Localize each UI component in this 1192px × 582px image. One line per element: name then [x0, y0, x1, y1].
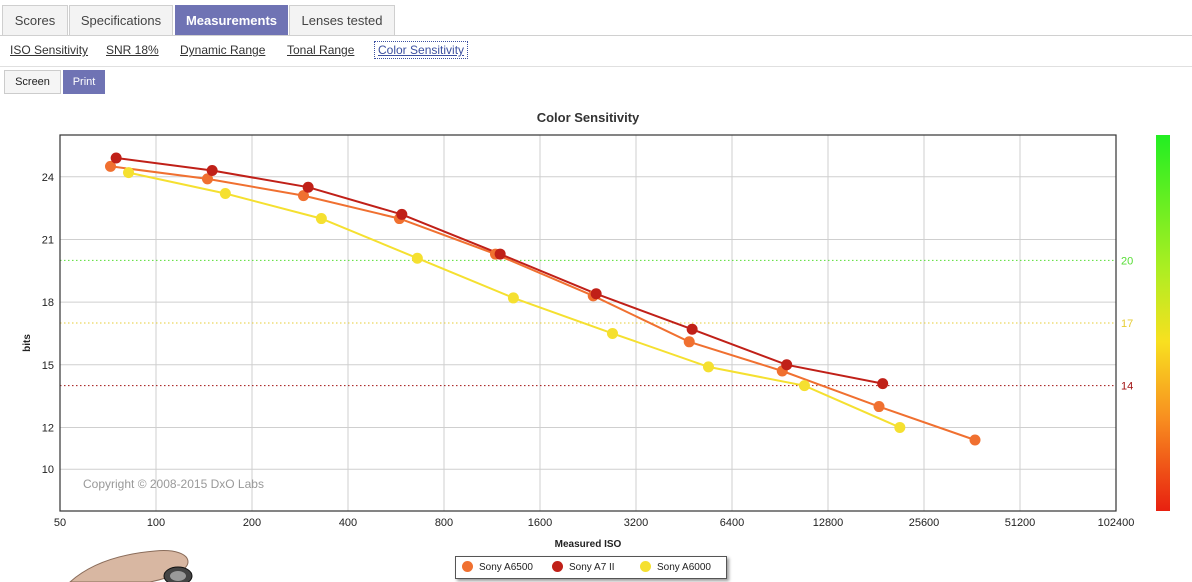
x-tick-label: 3200 — [624, 517, 648, 529]
data-point[interactable] — [969, 434, 981, 446]
x-tick-label: 25600 — [909, 517, 940, 529]
tab-measurements[interactable]: Measurements — [175, 5, 288, 35]
measurement-subnav: ISO Sensitivity SNR 18% Dynamic Range To… — [0, 36, 1192, 67]
x-tick-label: 800 — [435, 517, 453, 529]
y-tick-label: 18 — [42, 297, 54, 309]
tab-lenses-tested[interactable]: Lenses tested — [289, 5, 395, 35]
data-point[interactable] — [297, 190, 309, 202]
plot-frame — [59, 134, 1117, 512]
data-point[interactable] — [781, 359, 793, 371]
data-point[interactable] — [894, 421, 906, 433]
data-point[interactable] — [302, 181, 314, 193]
legend-item-sony-a6000[interactable]: Sony A6000 — [640, 557, 711, 578]
legend-item-sony-a6500[interactable]: Sony A6500 — [462, 557, 533, 578]
series-line — [110, 165, 976, 441]
x-axis-label: Measured ISO — [555, 539, 622, 550]
data-point[interactable] — [494, 248, 506, 260]
data-point[interactable] — [315, 213, 327, 225]
link-tonal-range[interactable]: Tonal Range — [287, 43, 355, 57]
chart-title: Color Sensitivity — [537, 110, 640, 125]
chart-legend: Sony A6500 Sony A7 II Sony A6000 — [455, 556, 727, 579]
main-tabs: Scores Specifications Measurements Lense… — [0, 0, 1192, 36]
data-point[interactable] — [702, 361, 714, 373]
reference-line-label: 14 — [1121, 381, 1133, 393]
colorbar — [1156, 135, 1170, 511]
x-tick-label: 51200 — [1005, 517, 1036, 529]
y-axis-label: bits — [22, 334, 33, 352]
x-tick-label: 6400 — [720, 517, 744, 529]
copyright-text: Copyright © 2008-2015 DxO Labs — [83, 477, 264, 491]
data-point[interactable] — [105, 160, 117, 172]
camera-hand-image — [60, 548, 200, 582]
reference-lines: 20 17 14 — [60, 255, 1133, 393]
y-tick-label: 15 — [42, 360, 54, 372]
legend-label: Sony A6500 — [479, 562, 533, 573]
data-point[interactable] — [123, 167, 135, 179]
x-tick-label: 100 — [147, 517, 165, 529]
data-point[interactable] — [873, 401, 885, 413]
x-tick-label: 400 — [339, 517, 357, 529]
link-iso-sensitivity[interactable]: ISO Sensitivity — [10, 43, 89, 57]
y-tick-label: 10 — [42, 464, 54, 476]
legend-marker — [552, 560, 563, 572]
legend-label: Sony A6000 — [657, 562, 711, 573]
data-point[interactable] — [201, 173, 213, 185]
y-tick-label: 21 — [42, 234, 54, 246]
legend-item-sony-a7-ii[interactable]: Sony A7 II — [552, 557, 615, 578]
data-point[interactable] — [206, 165, 218, 177]
y-tick-label: 24 — [42, 172, 54, 184]
data-point[interactable] — [411, 252, 423, 264]
y-tick-label: 12 — [42, 422, 54, 434]
tab-scores[interactable]: Scores — [2, 5, 68, 35]
link-color-sensitivity[interactable]: Color Sensitivity — [374, 41, 469, 59]
x-axis-ticks: 50 100 200 400 800 1600 3200 6400 12800 25600 5120… — [54, 517, 1134, 529]
data-point[interactable] — [219, 187, 231, 199]
print-mode-button[interactable]: Print — [63, 70, 105, 94]
data-point[interactable] — [590, 288, 602, 300]
y-axis-ticks: 10 12 15 18 21 24 — [42, 172, 54, 476]
reference-line-label: 20 — [1121, 255, 1133, 267]
display-mode-bar: Screen Print — [0, 67, 1192, 95]
data-point[interactable] — [798, 380, 810, 392]
data-point[interactable] — [110, 152, 122, 164]
link-snr-18[interactable]: SNR 18% — [106, 43, 159, 57]
data-point[interactable] — [507, 292, 519, 304]
x-tick-label: 50 — [54, 517, 66, 529]
reference-line-label: 17 — [1121, 318, 1133, 330]
tab-specifications[interactable]: Specifications — [69, 5, 173, 35]
data-point[interactable] — [606, 327, 618, 339]
screen-mode-button[interactable]: Screen — [4, 70, 61, 94]
x-tick-label: 1600 — [528, 517, 552, 529]
data-point[interactable] — [396, 208, 408, 220]
x-tick-label: 12800 — [813, 517, 844, 529]
link-dynamic-range[interactable]: Dynamic Range — [180, 43, 266, 57]
data-series — [105, 152, 981, 446]
x-tick-label: 200 — [243, 517, 261, 529]
data-point[interactable] — [877, 378, 889, 390]
x-tick-label: 102400 — [1098, 517, 1135, 529]
legend-marker — [640, 560, 651, 572]
data-point[interactable] — [683, 336, 695, 348]
legend-marker — [462, 560, 473, 572]
data-point[interactable] — [686, 323, 698, 335]
legend-label: Sony A7 II — [569, 562, 615, 573]
